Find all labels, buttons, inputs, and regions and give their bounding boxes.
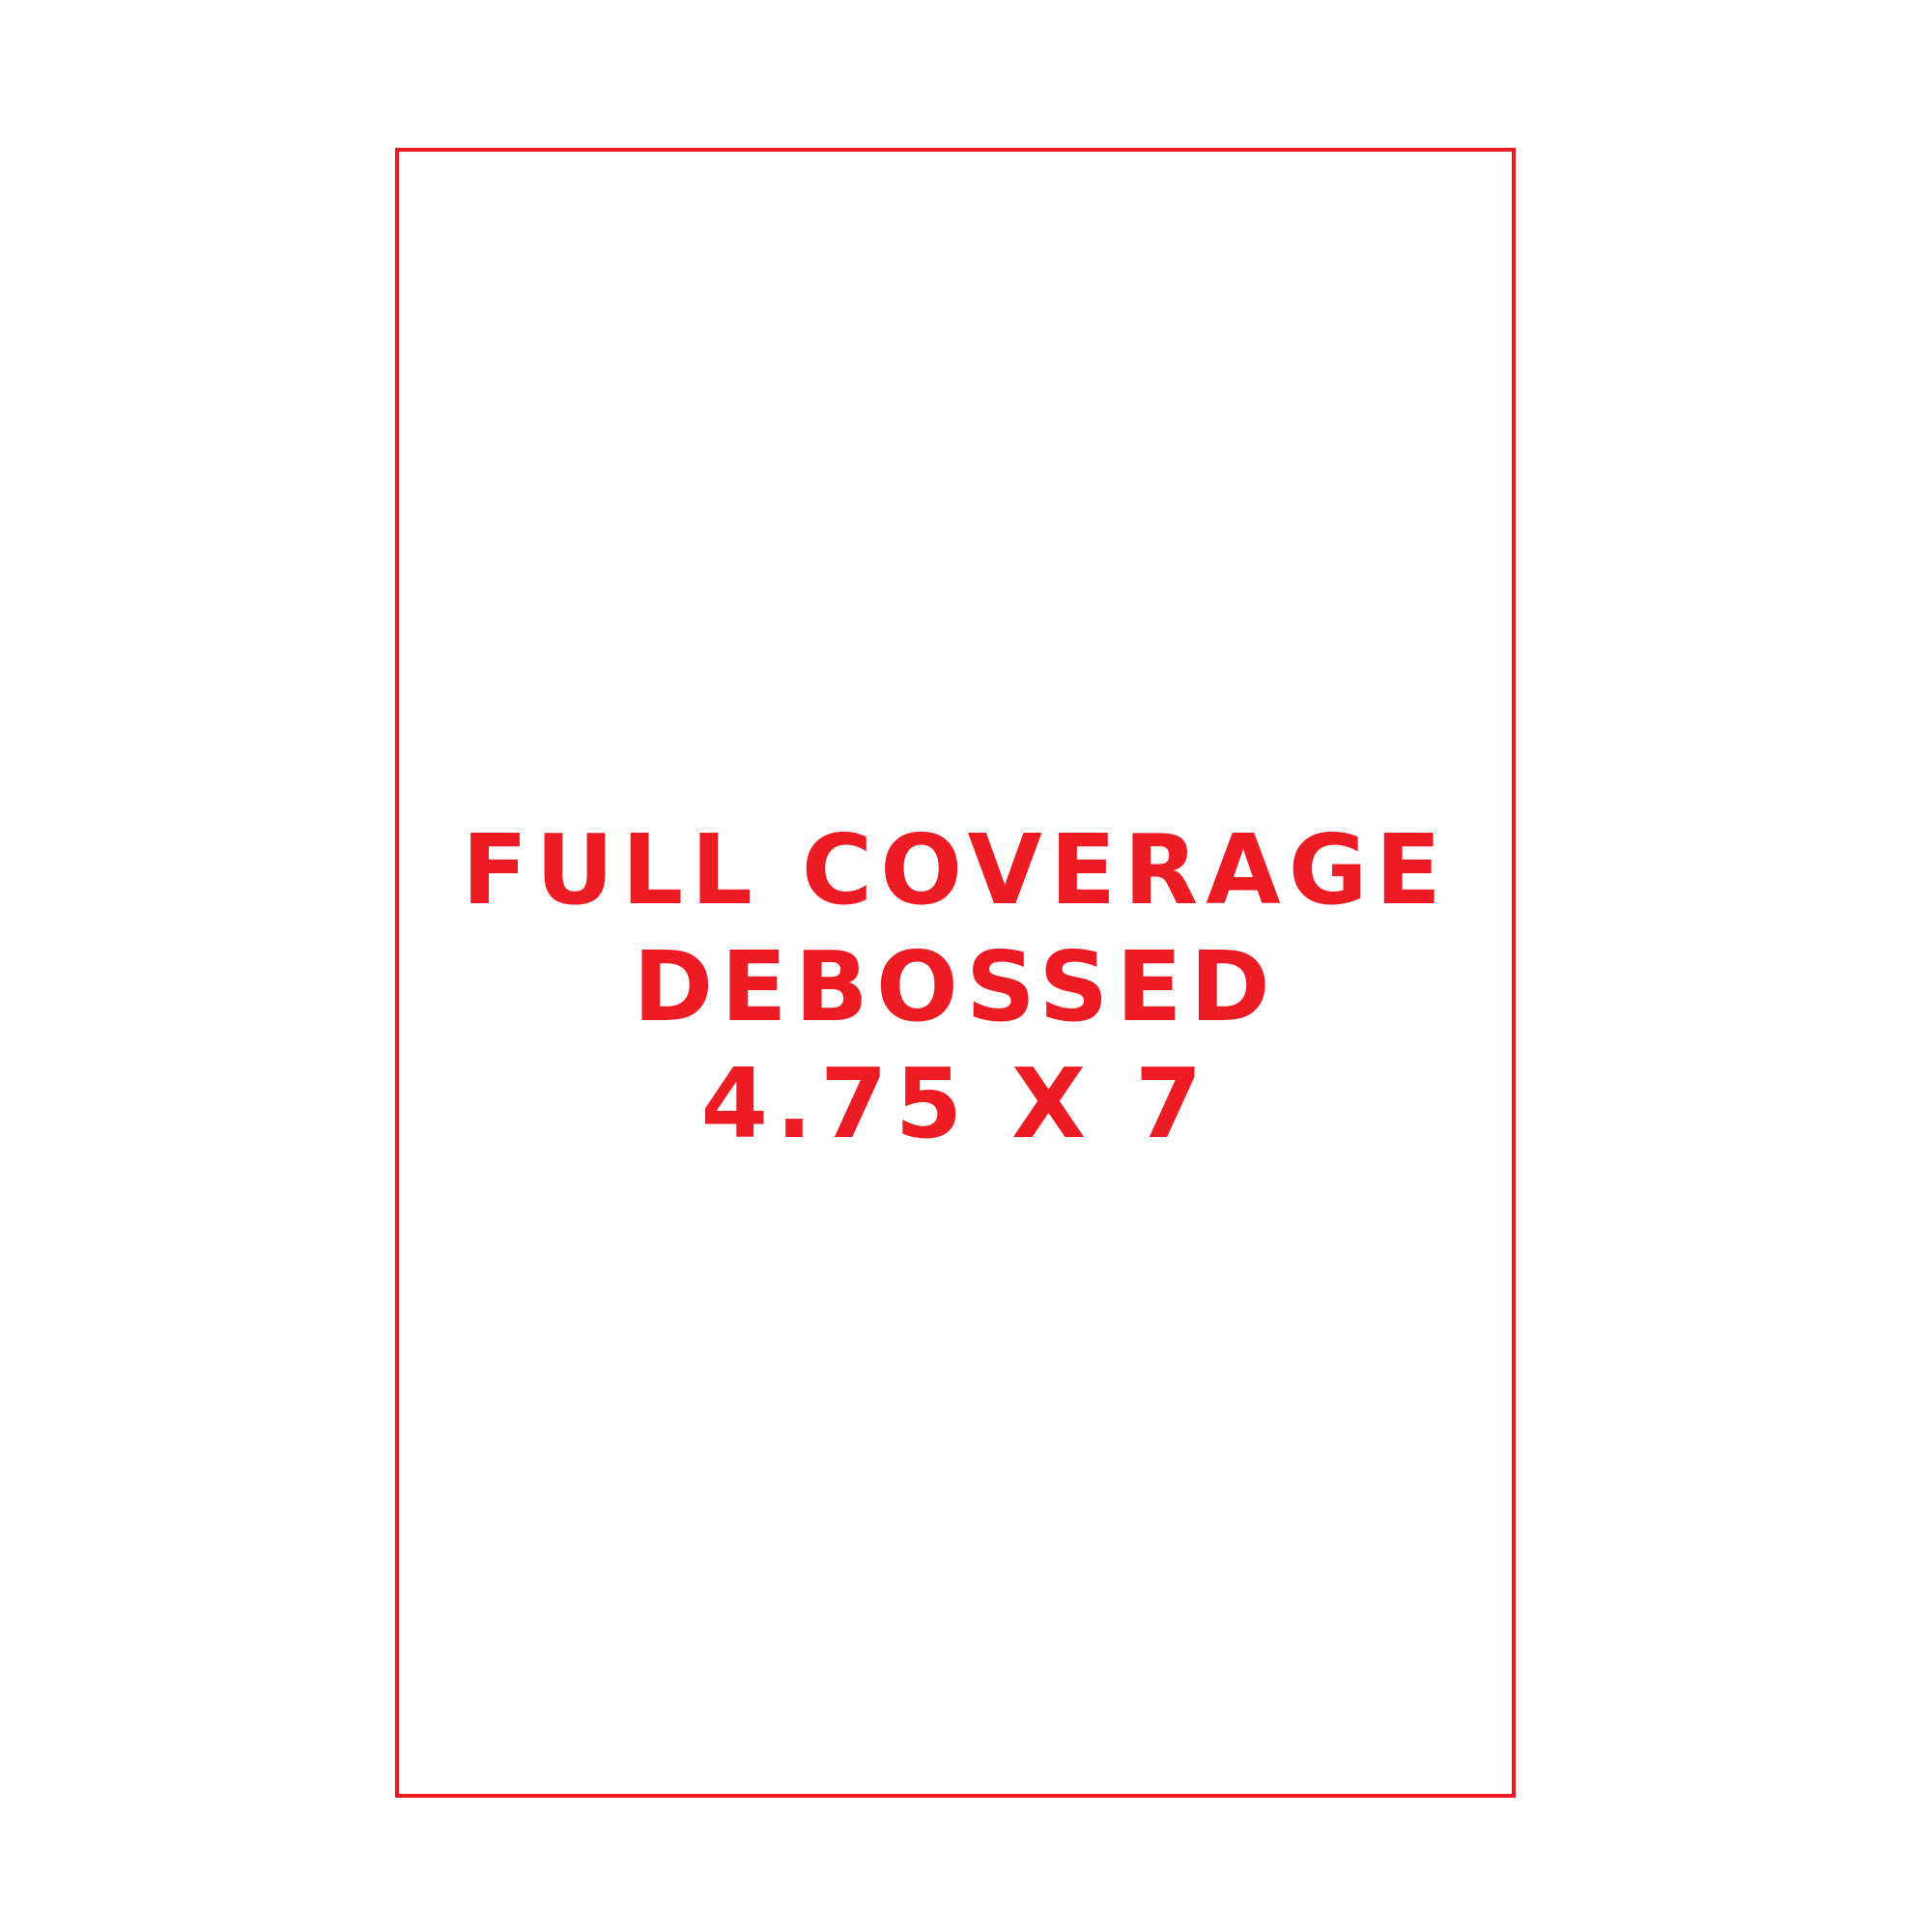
finish-text: DEBOSSED <box>633 930 1278 1043</box>
cover-outline <box>395 148 1516 1798</box>
size-text: 4.75 X 7 <box>700 1047 1210 1160</box>
cover-label: FULL COVERAGE DEBOSSED 4.75 X 7 <box>395 811 1516 1162</box>
coverage-text: FULL COVERAGE <box>462 813 1449 926</box>
